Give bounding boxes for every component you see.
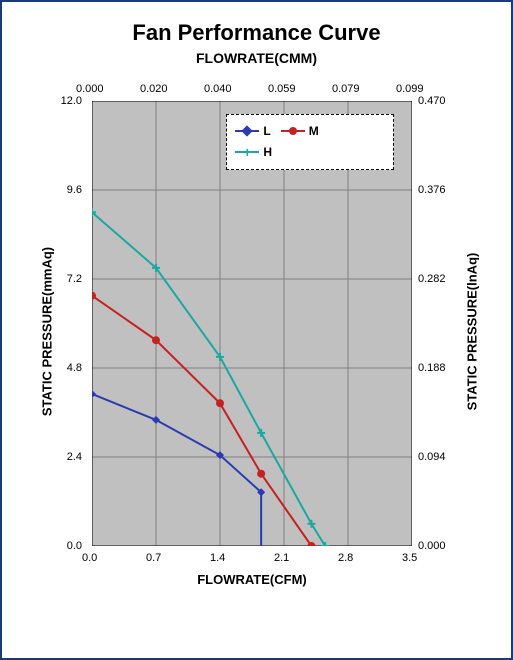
y-left-tick: 7.2 (67, 273, 82, 285)
x-bottom-axis-label: FLOWRATE(CFM) (92, 572, 412, 587)
x-bottom-tick: 0.7 (146, 552, 161, 564)
y-left-tick: 12.0 (61, 95, 82, 107)
legend-item-m: M (281, 124, 319, 138)
legend-label: L (263, 124, 270, 138)
chart-container: Fan Performance Curve FLOWRATE(CMM) 0.00… (0, 0, 513, 660)
x-bottom-tick: 2.8 (338, 552, 353, 564)
x-top-tick: 0.040 (204, 83, 232, 95)
x-bottom-tick: 3.5 (402, 552, 417, 564)
legend: L M +H (226, 114, 394, 170)
legend-item-l: L (235, 124, 270, 138)
y-right-tick: 0.000 (418, 540, 446, 552)
x-top-tick: 0.000 (76, 83, 104, 95)
x-top-tick: 0.059 (268, 83, 296, 95)
chart-title: Fan Performance Curve (2, 20, 511, 46)
x-bottom-tick: 2.1 (274, 552, 289, 564)
x-bottom-tick: 0.0 (82, 552, 97, 564)
x-top-tick: 0.020 (140, 83, 168, 95)
x-top-tick: 0.099 (396, 83, 424, 95)
legend-item-h: +H (235, 145, 272, 159)
x-top-tick: 0.079 (332, 83, 360, 95)
y-left-tick: 0.0 (67, 540, 82, 552)
y-right-tick: 0.470 (418, 95, 446, 107)
y-right-tick: 0.188 (418, 362, 446, 374)
legend-label: M (309, 124, 319, 138)
x-bottom-tick: 1.4 (210, 552, 225, 564)
y-left-tick: 9.6 (67, 184, 82, 196)
y-right-tick: 0.094 (418, 451, 446, 463)
chart-area: 0.00.71.42.12.83.50.0000.0200.0400.0590.… (2, 66, 511, 626)
y-left-tick: 4.8 (67, 362, 82, 374)
y-right-tick: 0.282 (418, 273, 446, 285)
y-left-axis-label: STATIC PRESSURE(mmAq) (40, 231, 55, 431)
y-right-axis-label: STATIC PRESSURE(lnAq) (465, 231, 480, 431)
y-right-tick: 0.376 (418, 184, 446, 196)
y-left-tick: 2.4 (67, 451, 82, 463)
legend-label: H (263, 145, 272, 159)
x-top-axis-label: FLOWRATE(CMM) (2, 50, 511, 66)
